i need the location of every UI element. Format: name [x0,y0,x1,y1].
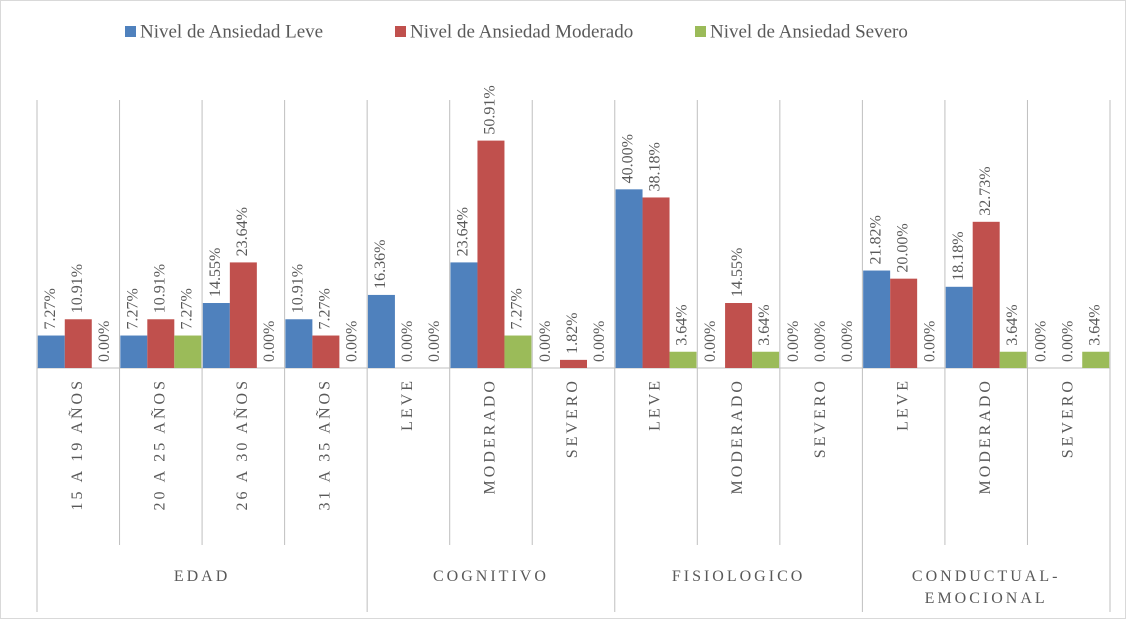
group-label: FISIOLOGICO [671,568,806,585]
value-label: 32.73% [977,166,994,215]
bar [1082,351,1110,368]
bar [863,270,891,368]
bar [174,335,202,368]
x-tick-label: SEVERO [564,378,581,458]
value-label: 14.55% [729,248,746,297]
value-label: 23.64% [234,207,251,256]
group-label: EDAD [173,568,231,585]
bar [477,140,505,368]
x-tick-label: LEVE [647,378,664,431]
value-label: 0.00% [921,321,938,362]
x-tick-label: 20 A 25 AÑOS [150,378,168,510]
value-label: 10.91% [69,264,86,313]
bar [312,335,340,368]
legend-swatch [695,26,706,37]
value-label: 0.00% [96,321,113,362]
value-label: 7.27% [178,288,195,329]
bar [120,335,148,368]
bar [285,319,313,368]
x-tick-label: MODERADO [482,378,499,494]
value-label: 14.55% [207,248,224,297]
bar [202,303,230,368]
x-tick-label: 26 A 30 AÑOS [233,378,251,510]
value-label: 0.00% [344,321,361,362]
x-tick-label: 15 A 19 AÑOS [68,378,86,510]
x-tick-label: 31 A 35 AÑOS [316,378,334,510]
value-label: 21.82% [867,215,884,264]
value-label: 3.64% [1086,304,1103,345]
bar [669,351,697,368]
value-label: 10.91% [290,264,307,313]
value-label: 0.00% [702,321,719,362]
legend-swatch [125,26,136,37]
value-label: 0.00% [399,321,416,362]
value-label: 18.18% [950,231,967,280]
x-tick-label: SEVERO [1059,378,1076,458]
value-label: 3.64% [1004,304,1021,345]
bar [972,221,1000,368]
value-label: 0.00% [785,321,802,362]
value-label: 40.00% [620,134,637,183]
bar [615,189,643,368]
value-label: 20.00% [894,223,911,272]
value-label: 7.27% [509,288,526,329]
group-label: COGNITIVO [433,568,549,585]
bar [999,351,1027,368]
value-label: 0.00% [812,321,829,362]
bar [945,286,973,368]
x-tick-label: LEVE [399,378,416,431]
legend-label: Nivel de Ansiedad Moderado [410,21,633,42]
value-label: 3.64% [756,304,773,345]
legend-label: Nivel de Ansiedad Severo [710,21,908,42]
bar [725,303,753,368]
legend-swatch [395,26,406,37]
bar [890,278,918,368]
x-tick-label: MODERADO [729,378,746,494]
value-label: 0.00% [537,321,554,362]
x-tick-label: MODERADO [977,378,994,494]
value-label: 0.00% [1032,321,1049,362]
bar [560,359,587,368]
x-tick-label: SEVERO [812,378,829,458]
x-tick-label: LEVE [894,378,911,431]
bar [450,262,478,368]
value-label: 50.91% [482,85,499,134]
value-label: 0.00% [839,321,856,362]
value-label: 0.00% [426,321,443,362]
legend-label: Nivel de Ansiedad Leve [140,21,323,42]
bar [64,319,92,368]
value-label: 3.64% [674,304,691,345]
bar [367,294,395,368]
value-label: 7.27% [317,288,334,329]
value-label: 0.00% [1059,321,1076,362]
bar [752,351,780,368]
value-label: 0.00% [261,321,278,362]
bar [37,335,65,368]
value-label: 16.36% [372,240,389,289]
bar [229,262,257,368]
value-label: 7.27% [124,288,141,329]
value-label: 7.27% [42,288,59,329]
bar [147,319,175,368]
value-label: 10.91% [151,264,168,313]
bar [504,335,532,368]
value-label: 1.82% [564,313,581,354]
bar [642,197,670,368]
value-label: 38.18% [647,142,664,191]
group-label: CONDUCTUAL-EMOCIONAL [911,568,1061,607]
value-label: 0.00% [591,321,608,362]
value-label: 23.64% [455,207,472,256]
